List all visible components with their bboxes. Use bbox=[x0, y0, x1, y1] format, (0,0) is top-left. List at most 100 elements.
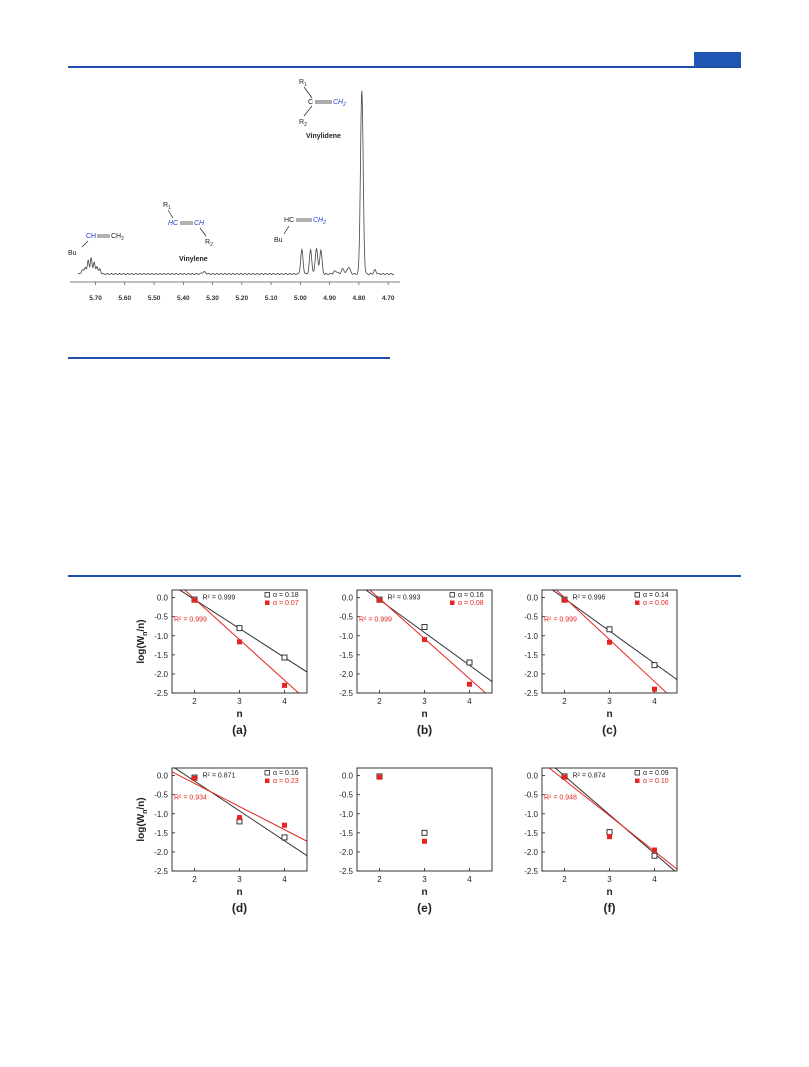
data-point-filled bbox=[562, 597, 567, 603]
x-tick-label: 3 bbox=[237, 875, 242, 884]
x-axis-label: n bbox=[606, 887, 612, 898]
panel-label-f: (f) bbox=[604, 901, 616, 915]
butene-structure-left: CH CH2 Bu bbox=[68, 233, 124, 257]
nmr-tick-label: 5.70 bbox=[89, 295, 102, 302]
r2-annotation-red: R² = 0.934 bbox=[174, 794, 207, 801]
data-point-filled bbox=[467, 681, 472, 687]
chart-panel-c: 0.0 -0.5 -1.0 -1.5 -2.0 -2.5 2 3 4 n (c) α = 0.14α … bbox=[524, 589, 678, 737]
x-tick-label: 3 bbox=[422, 697, 427, 706]
data-point-filled bbox=[422, 838, 427, 844]
y-tick-label: -0.5 bbox=[339, 613, 353, 622]
y-tick-label: -0.5 bbox=[154, 613, 168, 622]
nmr-tick-label: 5.50 bbox=[148, 295, 161, 302]
header-rule bbox=[68, 66, 741, 68]
data-point-filled bbox=[377, 597, 382, 603]
data-point-open bbox=[651, 852, 658, 859]
data-point-filled bbox=[607, 834, 612, 840]
r2-annotation-black: R² = 0.874 bbox=[573, 773, 606, 780]
y-tick-label: -2.5 bbox=[154, 689, 168, 698]
y-tick-label: -1.5 bbox=[339, 829, 353, 838]
y-tick-label: -1.0 bbox=[524, 810, 538, 819]
nmr-tick-label: 5.00 bbox=[294, 295, 307, 302]
nmr-tick-label: 5.30 bbox=[206, 295, 219, 302]
vinylene-structure: R1 HC CH R2 Vinylene bbox=[163, 202, 213, 263]
legend-label: α = 0.23 bbox=[273, 778, 299, 785]
r2-annotation-red: R² = 0.999 bbox=[359, 616, 392, 623]
y-tick-label: -0.5 bbox=[524, 613, 538, 622]
r2-annotation-red: R² = 0.999 bbox=[174, 616, 207, 623]
data-point-open bbox=[606, 626, 613, 633]
y-tick-label: -1.0 bbox=[154, 632, 168, 641]
ch-label: CH bbox=[86, 233, 96, 240]
legend-marker-filled bbox=[265, 600, 270, 605]
r1b-label: R1 bbox=[163, 202, 171, 211]
x-axis-label: n bbox=[421, 709, 427, 720]
r2-annotation-red: R² = 0.999 bbox=[544, 616, 577, 623]
x-tick-label: 2 bbox=[562, 875, 567, 884]
x-tick-label: 4 bbox=[282, 875, 287, 884]
r2-label: R2 bbox=[299, 119, 307, 128]
y-tick-label: -1.0 bbox=[154, 810, 168, 819]
data-point-filled bbox=[237, 815, 242, 821]
legend-marker-filled bbox=[265, 778, 270, 783]
panel-label-d: (d) bbox=[232, 901, 247, 915]
x-axis-label: n bbox=[606, 709, 612, 720]
data-point-open bbox=[606, 829, 613, 836]
data-point-filled bbox=[192, 775, 197, 781]
section-rule-1 bbox=[68, 357, 390, 359]
fit-line-red bbox=[172, 771, 307, 842]
data-point-filled bbox=[607, 639, 612, 645]
legend-label: α = 0.09 bbox=[643, 770, 669, 777]
x-tick-label: 3 bbox=[237, 697, 242, 706]
r2b-label: R2 bbox=[205, 239, 213, 248]
fit-line-black bbox=[173, 768, 307, 857]
legend-marker-filled bbox=[635, 778, 640, 783]
bu1-label: Bu bbox=[68, 250, 77, 257]
chart-panel-b: 0.0 -0.5 -1.0 -1.5 -2.0 -2.5 2 3 4 n (b) α = 0.16α … bbox=[339, 589, 493, 737]
legend-marker-filled bbox=[450, 600, 455, 605]
nmr-spectrum: 5.70 5.60 5.50 5.40 5.30 5.20 5.10 5.00 4.90 4.80… bbox=[68, 79, 400, 302]
y-tick-label: -1.5 bbox=[524, 829, 538, 838]
butene-structure-right: HC CH2 Bu bbox=[274, 217, 326, 244]
y-tick-label: 0.0 bbox=[527, 772, 539, 781]
data-point-filled bbox=[377, 774, 382, 780]
data-point-filled bbox=[562, 774, 567, 780]
legend-label: α = 0.16 bbox=[458, 592, 484, 599]
y-tick-label: -2.0 bbox=[339, 848, 353, 857]
data-point-filled bbox=[652, 686, 657, 692]
y-tick-label: 0.0 bbox=[527, 594, 539, 603]
panel-label-a: (a) bbox=[232, 723, 247, 737]
nmr-trace bbox=[77, 90, 395, 276]
y-tick-label: -1.0 bbox=[339, 632, 353, 641]
header-tab bbox=[694, 52, 741, 66]
y-tick-label: -1.0 bbox=[524, 632, 538, 641]
x-tick-label: 2 bbox=[562, 697, 567, 706]
c-center-label: C bbox=[308, 99, 313, 106]
x-tick-label: 2 bbox=[377, 697, 382, 706]
data-point-filled bbox=[192, 597, 197, 603]
nmr-tick-label: 5.60 bbox=[118, 295, 131, 302]
x-tick-label: 3 bbox=[607, 875, 612, 884]
legend-label: α = 0.07 bbox=[273, 600, 299, 607]
ch2-label: CH2 bbox=[111, 233, 124, 242]
legend-marker-open bbox=[264, 770, 270, 776]
y-tick-label: 0.0 bbox=[157, 594, 169, 603]
legend-marker-open bbox=[634, 770, 640, 776]
y-tick-label: -1.5 bbox=[339, 651, 353, 660]
legend-label: α = 0.14 bbox=[643, 592, 669, 599]
chart-panel-a: 0.0 -0.5 -1.0 -1.5 -2.0 -2.5 2 3 4 n (a) log(Wn/n) α… bbox=[136, 589, 308, 737]
r2-annotation-black: R² = 0.993 bbox=[388, 595, 421, 602]
y-tick-label: -2.5 bbox=[154, 867, 168, 876]
y-tick-label: -2.5 bbox=[524, 689, 538, 698]
data-point-open bbox=[466, 659, 473, 666]
bu2-label: Bu bbox=[274, 237, 283, 244]
y-tick-label: 0.0 bbox=[342, 594, 354, 603]
nmr-tick-label: 5.40 bbox=[177, 295, 190, 302]
y-tick-label: -2.0 bbox=[524, 848, 538, 857]
data-point-open bbox=[651, 662, 658, 669]
nmr-tick-label: 5.10 bbox=[265, 295, 278, 302]
legend-marker-open bbox=[449, 592, 455, 598]
ch2-vinylidene-label: CH2 bbox=[333, 99, 346, 108]
section-rule-2 bbox=[68, 575, 741, 577]
legend-marker-open bbox=[264, 592, 270, 598]
